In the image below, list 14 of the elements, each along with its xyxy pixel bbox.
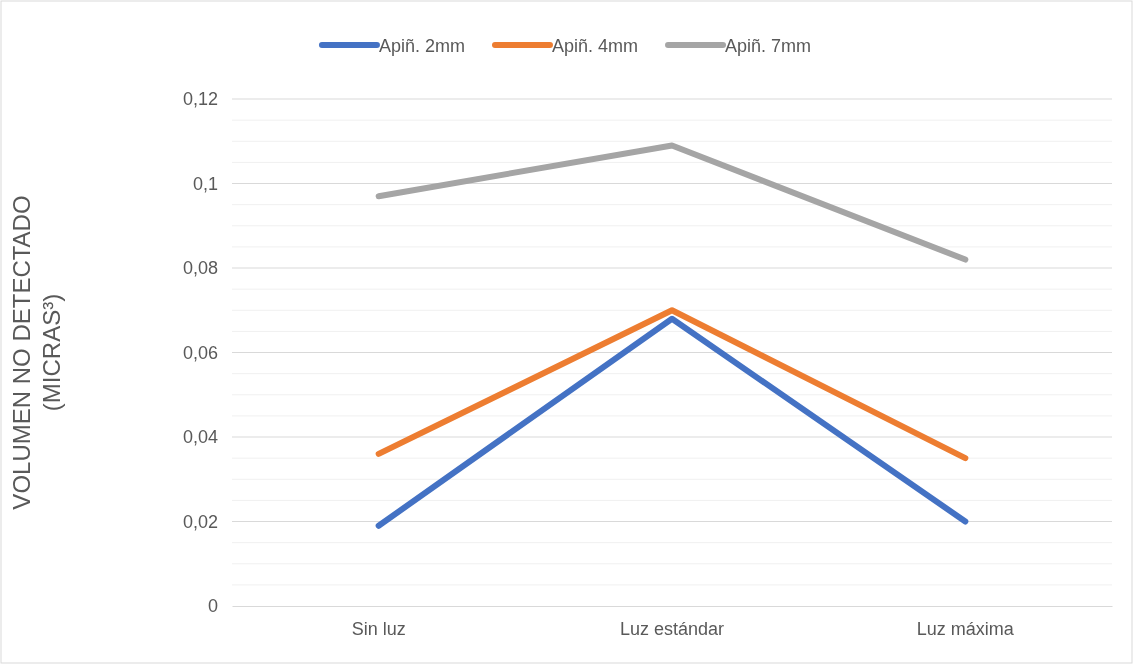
legend-label: Apiñ. 7mm <box>725 36 812 56</box>
legend-label: Apiñ. 2mm <box>378 36 465 56</box>
y-tick-label: 0,06 <box>182 342 218 363</box>
legend-label: Apiñ. 4mm <box>551 36 639 56</box>
x-tick-label: Luz estándar <box>619 618 725 639</box>
y-tick-label: 0,08 <box>182 258 218 279</box>
y-tick-label: 0,1 <box>192 173 218 194</box>
y-tick-label: 0,04 <box>182 427 218 448</box>
y-tick-label: 0 <box>207 596 218 617</box>
y-axis-title: VOLUMEN NO DETECTADO (MICRAS³) <box>8 195 65 510</box>
y-tick-label: 0,12 <box>182 89 218 110</box>
x-tick-label: Luz máxima <box>916 618 1015 639</box>
x-tick-label: Sin luz <box>351 618 406 639</box>
y-tick-label: 0,02 <box>182 511 218 532</box>
